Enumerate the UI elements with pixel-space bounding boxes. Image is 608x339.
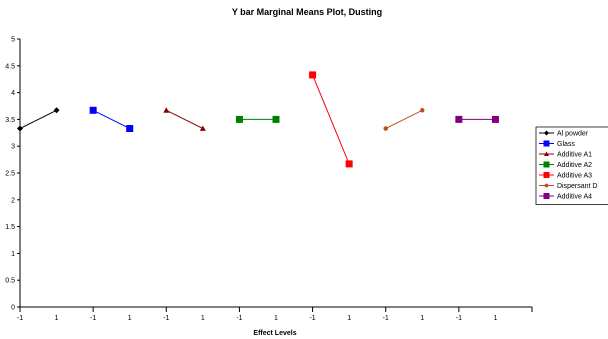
x-tick-label: -1 (236, 315, 242, 322)
data-point (272, 115, 280, 123)
x-tick-label: 1 (420, 315, 424, 322)
legend-label: Dispersant D (557, 183, 597, 190)
x-tick-label: -1 (309, 315, 315, 322)
x-tick-label: 1 (201, 315, 205, 322)
x-tick-label: 1 (55, 315, 59, 322)
data-point (383, 126, 388, 131)
y-tick-label: 0.5 (5, 278, 15, 285)
legend-label: Al powder (557, 131, 589, 138)
data-point (455, 115, 463, 123)
y-tick-label: 2 (11, 197, 15, 204)
plot-area: 0 0.5 1 1.5 2 2.5 3 3.5 4 4.5 5 -1 1 -1 1 -1 1 -1 1 -1 1 -1 1 -… (5, 37, 533, 322)
legend-marker (543, 140, 550, 147)
x-tick-label: 1 (347, 315, 351, 322)
x-tick-label: -1 (90, 315, 96, 322)
x-tick-label: -1 (456, 315, 462, 322)
legend-marker (544, 130, 549, 136)
data-point (235, 115, 243, 123)
legend-marker (543, 172, 550, 178)
y-tick-label: 1 (11, 251, 15, 258)
legend: Al powder Glass Additive A1 Additive A2 Addi… (535, 126, 608, 205)
data-point (491, 115, 499, 123)
x-axis-title: Effect Levels (253, 330, 296, 337)
x-tick-label: -1 (383, 315, 389, 322)
x-tick-label: -1 (17, 315, 23, 322)
data-point (126, 125, 134, 133)
series-line (312, 74, 350, 165)
legend-marker (543, 193, 550, 199)
legend-marker (543, 161, 550, 168)
y-tick-label: 0 (11, 305, 15, 312)
legend-marker (544, 183, 549, 188)
x-tick-label: 1 (128, 315, 132, 322)
legend-label: Additive A4 (557, 194, 592, 201)
x-tick-label: -1 (163, 315, 169, 322)
y-tick-label: 3 (11, 144, 15, 151)
data-point (89, 106, 97, 114)
y-tick-label: 5 (11, 37, 15, 44)
legend-label: Additive A1 (557, 152, 592, 159)
legend-label: Additive A2 (557, 162, 592, 169)
legend-marker (544, 151, 549, 156)
x-tick-label: 1 (274, 315, 278, 322)
series-line (92, 109, 130, 129)
data-point (345, 160, 353, 168)
y-tick-label: 4 (11, 90, 15, 97)
data-point (420, 108, 425, 113)
data-point (199, 125, 206, 131)
series-line (385, 109, 423, 129)
data-point (163, 107, 170, 113)
data-point (309, 71, 317, 79)
y-tick-label: 2.5 (5, 171, 15, 178)
y-tick-label: 4.5 (5, 63, 15, 70)
data-point (17, 125, 23, 132)
chart-title: Y bar Marginal Means Plot, Dusting (232, 7, 382, 17)
series-line (166, 109, 204, 129)
y-tick-label: 3.5 (5, 117, 15, 124)
x-tick-label: 1 (493, 315, 497, 322)
y-tick-label: 1.5 (5, 224, 15, 231)
legend-label: Additive A3 (557, 173, 592, 180)
legend-label: Glass (557, 141, 575, 148)
series-line (19, 109, 57, 129)
data-point (53, 107, 60, 114)
